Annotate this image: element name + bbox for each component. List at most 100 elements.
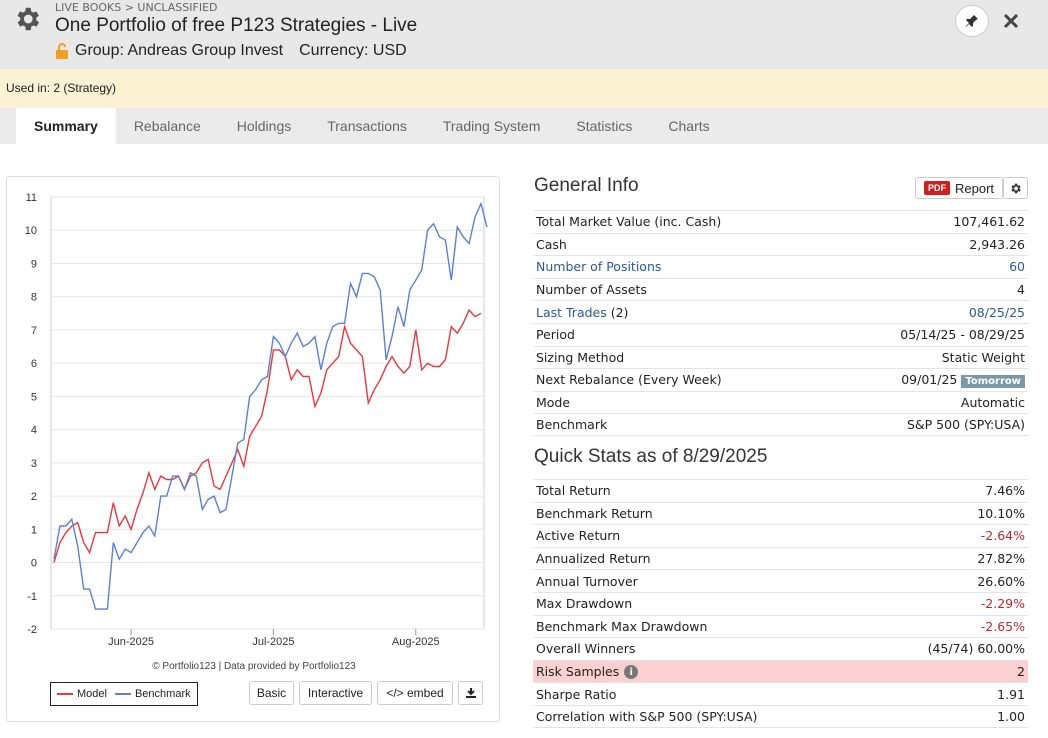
- legend-item-benchmark[interactable]: Benchmark: [114, 688, 191, 700]
- legend-swatch-model: [57, 693, 73, 695]
- row-value: 2,943.26: [969, 236, 1025, 252]
- table-row: Total Market Value (inc. Cash) 107,461.6…: [533, 210, 1028, 233]
- table-row: Benchmark Max Drawdown -2.65%: [533, 614, 1028, 638]
- gear-icon[interactable]: [12, 4, 42, 34]
- row-value: 26.60%: [977, 573, 1025, 589]
- tab-trading-system[interactable]: Trading System: [442, 118, 541, 134]
- table-row: Overall Winners (45/74) 60.00%: [533, 637, 1028, 660]
- pdf-icon: PDF: [924, 181, 950, 195]
- row-label: Benchmark Max Drawdown: [536, 618, 708, 634]
- row-label: Max Drawdown: [536, 596, 633, 612]
- settings-button[interactable]: [1003, 177, 1028, 199]
- chart-credits: © Portfolio123 | Data provided by Portfo…: [152, 661, 356, 672]
- table-row: Active Return -2.64%: [533, 524, 1028, 547]
- interactive-button[interactable]: Interactive: [299, 681, 372, 705]
- table-row: Sharpe Ratio 1.91: [533, 682, 1028, 705]
- row-label: Next Rebalance (Every Week): [536, 372, 722, 388]
- tab-holdings[interactable]: Holdings: [236, 118, 292, 134]
- unlock-icon: [56, 43, 68, 59]
- quick-stats-title: Quick Stats as of 8/29/2025: [534, 446, 768, 467]
- last-trades-date-link[interactable]: 08/25/25: [968, 304, 1025, 320]
- group-label: Group: Andreas Group Invest: [75, 42, 284, 59]
- positions-count-link[interactable]: 60: [1009, 259, 1025, 275]
- y-tick-label: 11: [26, 192, 37, 204]
- table-row: Last Trades (2) 08/25/25: [533, 300, 1028, 323]
- tab-charts[interactable]: Charts: [668, 118, 710, 134]
- row-value: 09/01/25 Tomorrow: [901, 372, 1025, 389]
- table-row: Annualized Return 27.82%: [533, 546, 1028, 570]
- next-rebalance-date: 09/01/25: [901, 372, 958, 388]
- last-trades-link[interactable]: Last Trades: [536, 304, 607, 320]
- row-label: Number of Assets: [536, 282, 647, 298]
- y-tick-label: 10: [25, 225, 37, 237]
- row-label: Annual Turnover: [536, 573, 638, 589]
- y-tick-label: 4: [31, 425, 37, 437]
- x-tick-label: Jun-2025: [108, 636, 154, 648]
- row-label: Overall Winners: [536, 641, 636, 657]
- row-label: Benchmark: [536, 417, 608, 433]
- performance-chart-panel: -2 -1 0 1 2 3 4 5 6 7 8 9 10 11 Jun-2025 Jul-2025 Aug-20…: [6, 176, 500, 722]
- risk-samples-label: Risk Samples: [536, 663, 620, 679]
- download-icon: [465, 688, 476, 698]
- breadcrumb[interactable]: LIVE BOOKS > UNCLASSIFIED: [55, 1, 218, 14]
- row-value: 7.46%: [985, 483, 1025, 499]
- tab-bar: Summary Rebalance Holdings Transactions …: [0, 108, 1048, 144]
- performance-chart[interactable]: -2 -1 0 1 2 3 4 5 6 7 8 9 10 11 Jun-2025 Jul-2025 Aug-20…: [7, 177, 501, 657]
- tab-transactions[interactable]: Transactions: [327, 118, 407, 134]
- row-label: Cash: [536, 236, 567, 252]
- y-tick-label: 5: [31, 391, 37, 403]
- table-row: Mode Automatic: [533, 390, 1028, 414]
- row-label: Sizing Method: [536, 349, 625, 365]
- row-value: -2.29%: [980, 596, 1025, 612]
- plot-area: [50, 196, 485, 630]
- tab-rebalance[interactable]: Rebalance: [133, 118, 201, 134]
- row-value: 05/14/25 - 08/29/25: [900, 327, 1025, 343]
- report-button[interactable]: PDF Report: [915, 177, 1003, 199]
- close-icon: [1003, 13, 1019, 29]
- table-row: Sizing Method Static Weight: [533, 345, 1028, 369]
- y-tick-label: 1: [31, 524, 37, 536]
- report-label: Report: [955, 180, 995, 196]
- row-label: Total Market Value (inc. Cash): [536, 214, 722, 230]
- table-row: Period 05/14/25 - 08/29/25: [533, 322, 1028, 346]
- last-trades-count: (2): [606, 304, 629, 320]
- row-label: Total Return: [536, 483, 611, 499]
- row-value: 2: [1017, 664, 1025, 680]
- close-button[interactable]: [999, 9, 1023, 33]
- legend-item-model[interactable]: Model: [57, 688, 107, 700]
- currency-label: Currency: USD: [299, 42, 407, 59]
- series-line-benchmark: [53, 201, 488, 610]
- series-line-model: [53, 308, 482, 563]
- y-tick-label: 3: [31, 458, 37, 470]
- y-tick-label: 9: [31, 258, 37, 270]
- row-label: Period: [536, 327, 575, 343]
- general-info-title: General Info: [534, 175, 639, 196]
- row-label: Correlation with S&P 500 (SPY:USA): [536, 708, 758, 724]
- chart-legend: Model Benchmark: [50, 682, 198, 706]
- row-label: Risk Samples i: [536, 663, 639, 680]
- table-row: Annual Turnover 26.60%: [533, 569, 1028, 592]
- y-tick-label: 6: [31, 358, 37, 370]
- tab-summary[interactable]: Summary: [16, 108, 116, 144]
- table-row: Next Rebalance (Every Week) 09/01/25 Tomo…: [533, 368, 1028, 391]
- download-button[interactable]: [458, 681, 483, 705]
- table-row: Total Return 7.46%: [533, 479, 1028, 502]
- basic-button[interactable]: Basic: [249, 681, 294, 705]
- legend-swatch-benchmark: [114, 693, 131, 695]
- positions-link[interactable]: Number of Positions: [536, 259, 662, 275]
- y-tick-label: 0: [31, 558, 37, 570]
- portfolio-meta: Group: Andreas Group Invest Currency: US…: [55, 42, 407, 60]
- x-tick-label: Jul-2025: [252, 636, 294, 648]
- table-row: Number of Positions 60: [533, 255, 1028, 278]
- page-header: LIVE BOOKS > UNCLASSIFIED One Portfolio …: [0, 0, 1048, 69]
- table-row: Max Drawdown -2.29%: [533, 591, 1028, 615]
- tab-statistics[interactable]: Statistics: [576, 118, 633, 134]
- y-tick-label: 8: [31, 292, 37, 304]
- info-icon[interactable]: i: [624, 665, 639, 680]
- pin-button[interactable]: [955, 5, 989, 37]
- row-value: 27.82%: [977, 551, 1025, 567]
- row-value: -2.65%: [980, 618, 1025, 634]
- embed-button[interactable]: </> embed: [377, 681, 453, 705]
- page-title: One Portfolio of free P123 Strategies - …: [55, 15, 418, 36]
- table-row: Risk Samples i 2: [533, 659, 1028, 683]
